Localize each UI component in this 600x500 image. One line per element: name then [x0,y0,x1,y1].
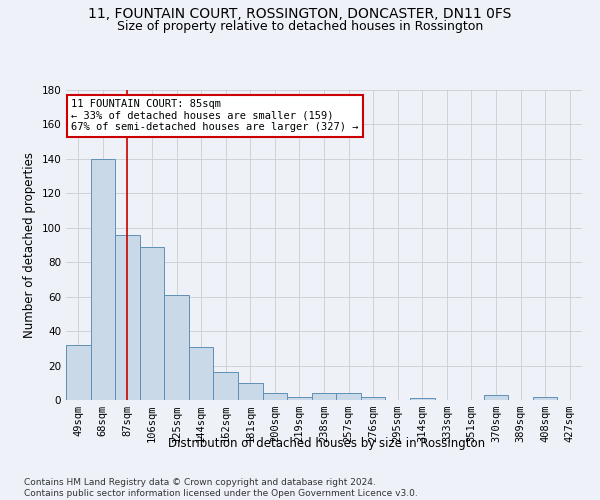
Bar [164,295,189,400]
Text: 11 FOUNTAIN COURT: 85sqm
← 33% of detached houses are smaller (159)
67% of semi-: 11 FOUNTAIN COURT: 85sqm ← 33% of detach… [71,100,359,132]
Bar [533,396,557,400]
Text: Distribution of detached houses by size in Rossington: Distribution of detached houses by size … [169,438,485,450]
Bar [66,345,91,400]
Text: 11, FOUNTAIN COURT, ROSSINGTON, DONCASTER, DN11 0FS: 11, FOUNTAIN COURT, ROSSINGTON, DONCASTE… [88,8,512,22]
Bar [263,393,287,400]
Text: Contains HM Land Registry data © Crown copyright and database right 2024.
Contai: Contains HM Land Registry data © Crown c… [24,478,418,498]
Bar [91,159,115,400]
Bar [189,346,214,400]
Bar [140,246,164,400]
Bar [238,383,263,400]
Text: Size of property relative to detached houses in Rossington: Size of property relative to detached ho… [117,20,483,33]
Bar [115,234,140,400]
Bar [484,395,508,400]
Y-axis label: Number of detached properties: Number of detached properties [23,152,36,338]
Bar [287,396,312,400]
Bar [361,396,385,400]
Bar [214,372,238,400]
Bar [312,393,336,400]
Bar [336,393,361,400]
Bar [410,398,434,400]
